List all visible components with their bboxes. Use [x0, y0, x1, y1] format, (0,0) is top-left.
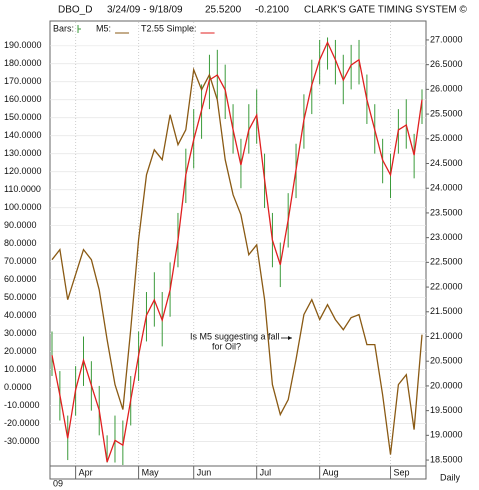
symbol: DBO_D	[58, 5, 92, 16]
plot-frame	[49, 20, 427, 480]
period-label: Daily	[440, 472, 461, 482]
y-tick-label: 0.0000	[4, 382, 32, 392]
y-tick-label: 120.0000	[4, 166, 42, 176]
y-tick-label: 70.0000	[4, 256, 37, 266]
y2-tick-label: 19.5000	[430, 405, 463, 415]
y2-tick-label: 21.5000	[430, 306, 463, 316]
x-tick-label: Jun	[197, 467, 212, 477]
last-price: 25.5200	[205, 5, 242, 16]
y-tick-label: 90.0000	[4, 220, 37, 230]
annotation: Is M5 suggesting a fall	[190, 331, 280, 341]
y-tick-label: 40.0000	[4, 310, 37, 320]
y2-tick-label: 26.5000	[430, 59, 463, 69]
y2-tick-label: 22.0000	[430, 281, 463, 291]
y-tick-label: -10.0000	[4, 400, 40, 410]
y2-tick-label: 23.0000	[430, 232, 463, 242]
y2-tick-label: 25.0000	[430, 133, 463, 143]
y-tick-label: 60.0000	[4, 274, 37, 284]
y-tick-label: 110.0000	[4, 184, 41, 194]
legend-label: M5:	[96, 23, 111, 33]
series-line	[51, 40, 423, 463]
y-tick-label: 10.0000	[4, 364, 37, 374]
x-tick-label: Sep	[394, 467, 410, 477]
date-range: 3/24/09 - 9/18/09	[107, 5, 183, 16]
y2-tick-label: 18.5000	[430, 454, 463, 464]
y-tick-label: 130.0000	[4, 148, 42, 158]
y-tick-label: 160.0000	[4, 94, 42, 104]
y-tick-label: 190.0000	[4, 40, 42, 50]
y2-tick-label: 24.5000	[430, 158, 463, 168]
y2-tick-label: 23.5000	[430, 207, 463, 217]
system-name: CLARK'S GATE TIMING SYSTEM ©	[304, 5, 467, 16]
y-tick-label: 20.0000	[4, 346, 37, 356]
x-tick-label: Apr	[79, 467, 93, 477]
y-tick-label: 30.0000	[4, 328, 37, 338]
legend-label: Bars:	[53, 23, 74, 33]
annotation: for Oil?	[212, 341, 241, 351]
y-tick-label: 150.0000	[4, 112, 42, 122]
y-tick-label: 140.0000	[4, 130, 42, 140]
y2-tick-label: 22.5000	[430, 257, 463, 267]
y2-tick-label: 19.0000	[430, 430, 463, 440]
y2-tick-label: 27.0000	[430, 34, 463, 44]
y2-tick-label: 21.0000	[430, 331, 463, 341]
y2-tick-label: 20.5000	[430, 356, 463, 366]
y-tick-label: 80.0000	[4, 238, 37, 248]
legend-label: T2.55 Simple:	[141, 23, 197, 33]
change: -0.2100	[255, 5, 289, 16]
y2-tick-label: 24.0000	[430, 183, 463, 193]
y-tick-label: 100.0000	[4, 202, 42, 212]
y-tick-label: 50.0000	[4, 292, 37, 302]
y-tick-label: -30.0000	[4, 436, 40, 446]
y-tick-label: 170.0000	[4, 76, 42, 86]
y-tick-label: -20.0000	[4, 418, 40, 428]
x-tick-label: May	[142, 467, 160, 477]
x-tick-label: Aug	[323, 467, 339, 477]
annotation-arrowhead	[288, 336, 292, 340]
y2-tick-label: 26.0000	[430, 84, 463, 94]
series-line	[51, 67, 423, 455]
year-label: 09	[53, 478, 63, 488]
x-tick-label: Jul	[260, 467, 272, 477]
y2-tick-label: 20.0000	[430, 380, 463, 390]
y2-tick-label: 25.5000	[430, 108, 463, 118]
y-tick-label: 180.0000	[4, 58, 42, 68]
